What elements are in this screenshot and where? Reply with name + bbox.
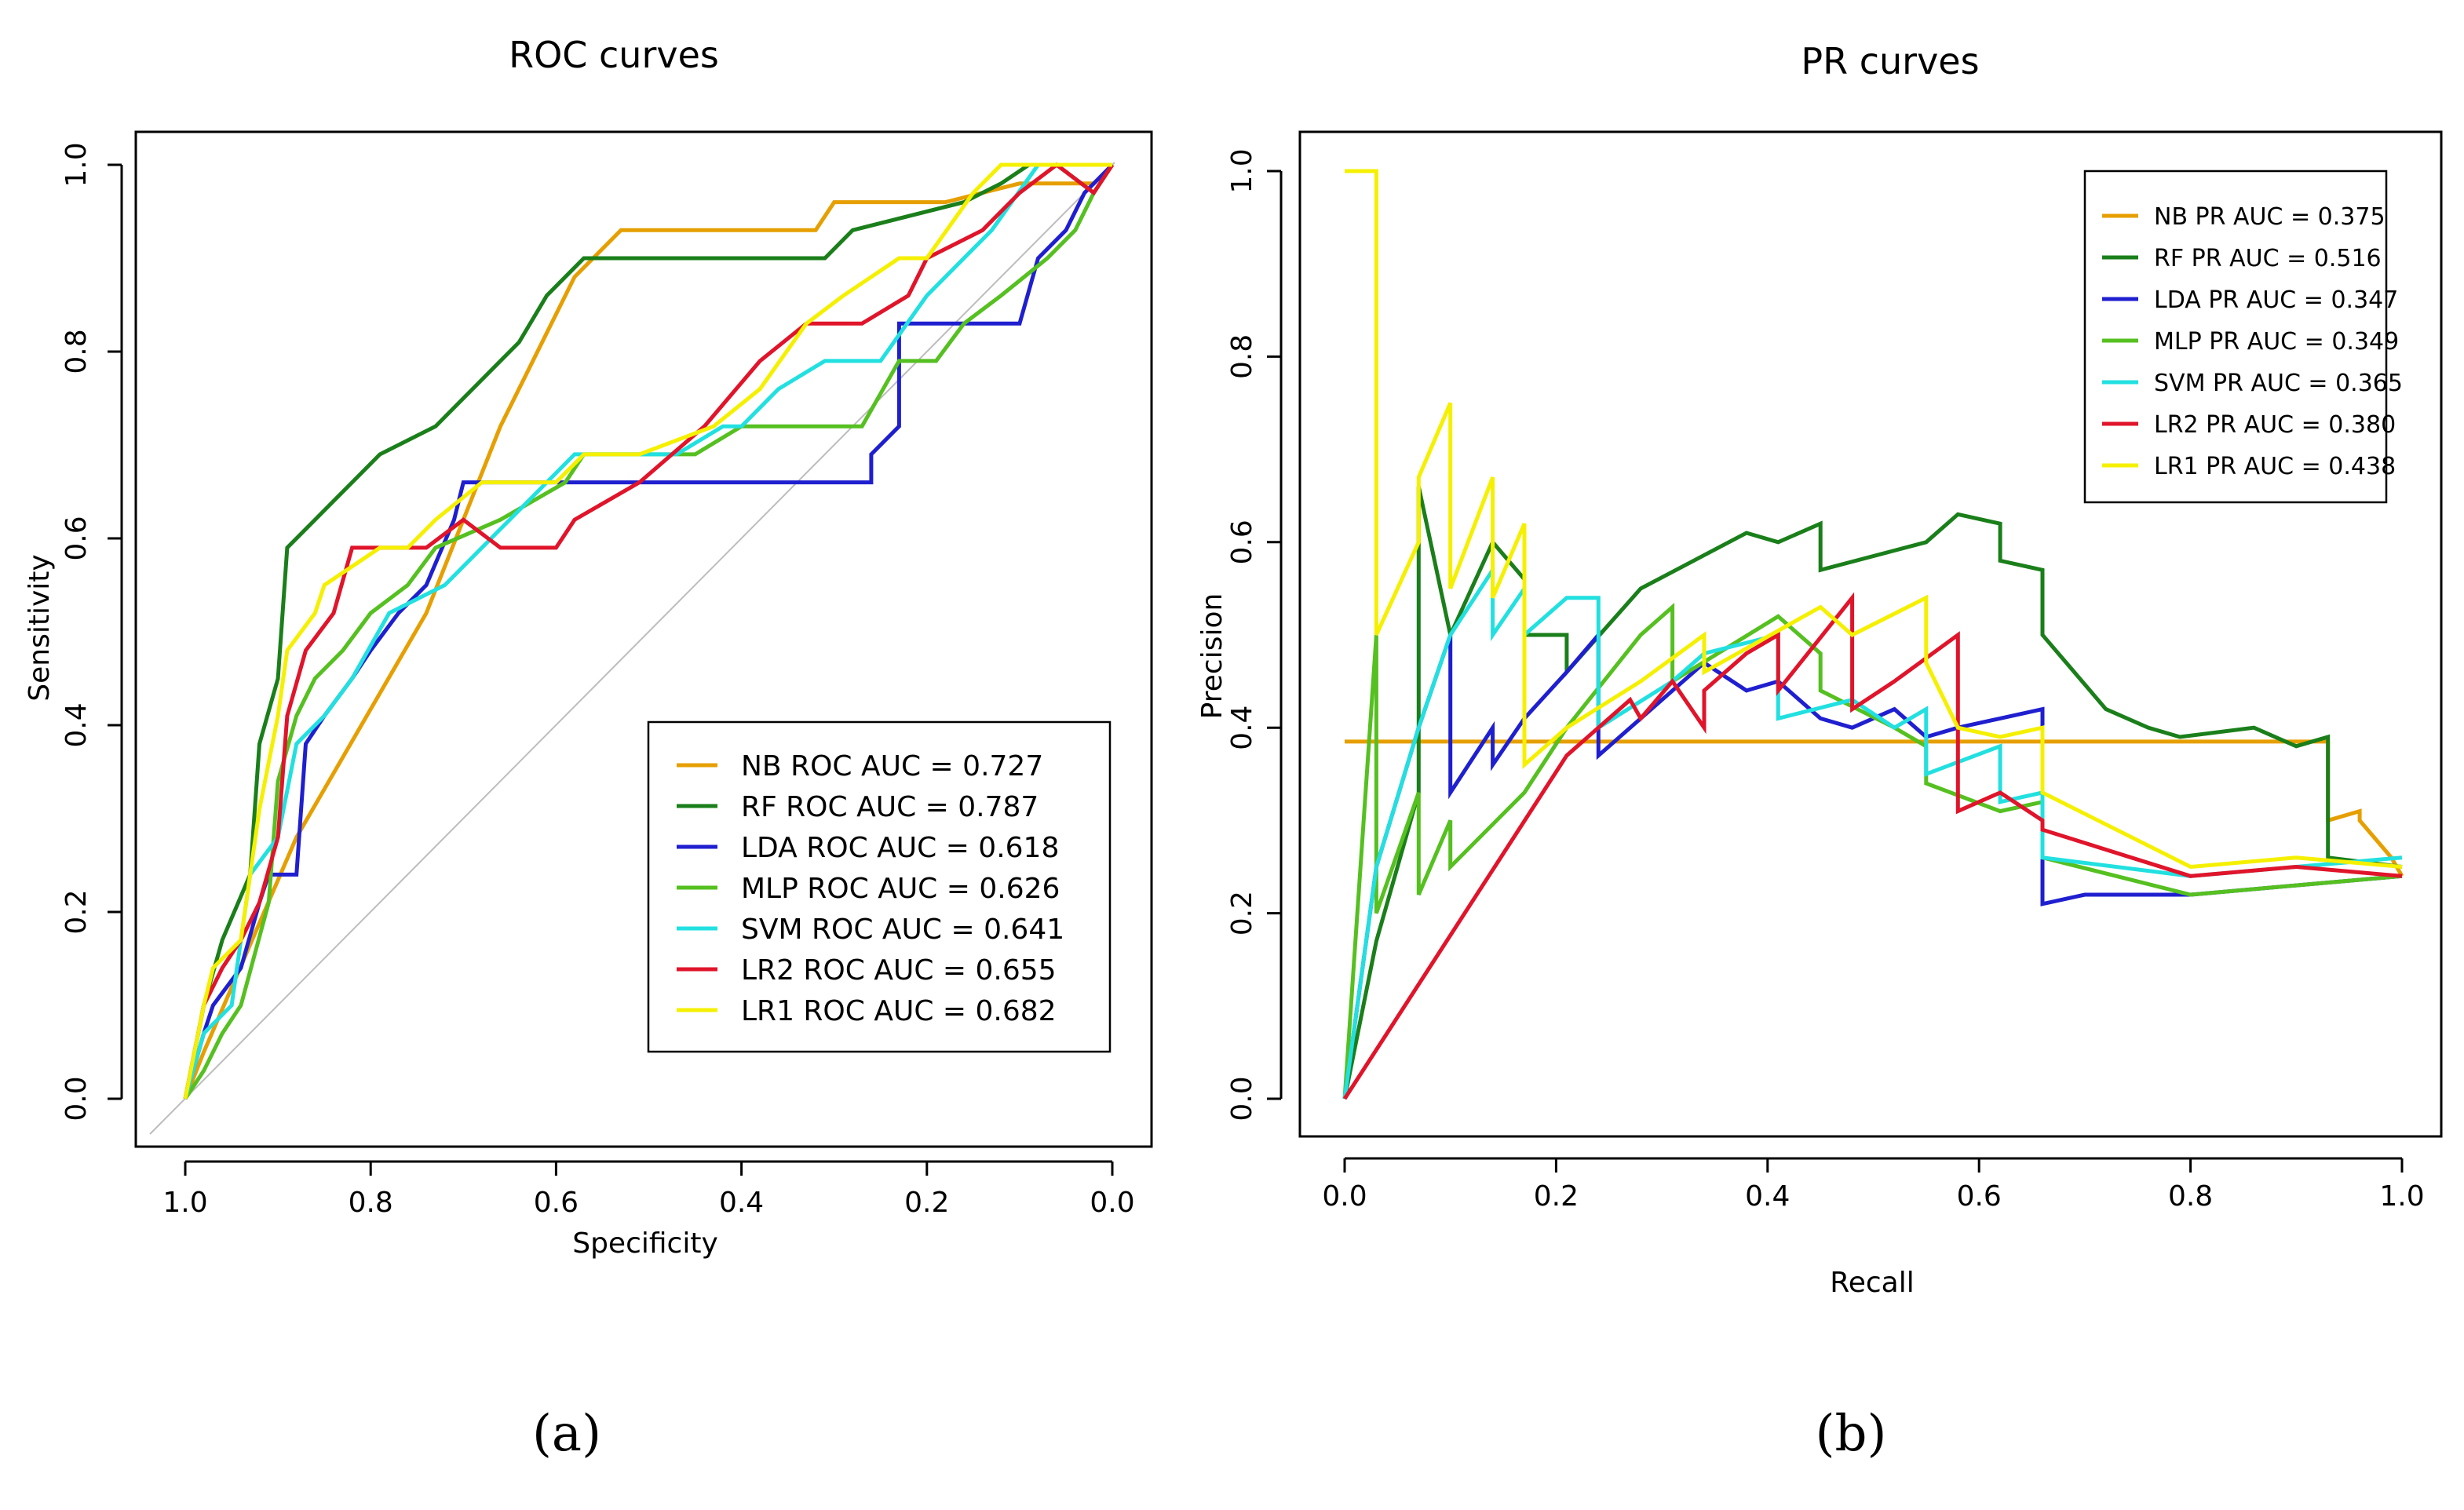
roc-series-line-nb xyxy=(183,163,1114,1100)
pr-x-axis-label: Recall xyxy=(1830,1267,1914,1299)
pr-x-tick-label: 0.0 xyxy=(1322,1180,1367,1213)
pr-legend-entry: LR1 PR AUC = 0.438 xyxy=(2154,453,2396,480)
roc-legend-entry: MLP ROC AUC = 0.626 xyxy=(741,873,1060,905)
roc-x-tick-label: 0.2 xyxy=(904,1187,949,1219)
roc-y-tick-label: 0.6 xyxy=(60,516,93,560)
roc-series-line-lr2 xyxy=(183,162,1115,1100)
roc-legend-box xyxy=(647,720,1112,1053)
pr-series-line-lda xyxy=(1342,629,2403,1100)
pr-x-tick-label: 0.2 xyxy=(1534,1180,1579,1213)
pr-legend-entry: LDA PR AUC = 0.347 xyxy=(2154,286,2398,314)
roc-y-tick-label: 0.2 xyxy=(60,889,93,934)
roc-chart: ROC curves 1.0 0.8 0.6 0.4 0.2 0.0 0.00.20.40… xyxy=(24,34,1153,1260)
pr-legend-box xyxy=(2083,170,2388,504)
pr-legend-entry: RF PR AUC = 0.516 xyxy=(2154,245,2382,272)
roc-series-group xyxy=(183,162,1115,1100)
roc-x-tick-label: 0.6 xyxy=(534,1187,579,1219)
roc-x-tick-label: 1.0 xyxy=(162,1187,207,1219)
pr-y-tick-label: 0.0 xyxy=(1226,1076,1258,1121)
pr-legend: NB PR AUC = 0.375 RF PR AUC = 0.516 LDA PR… xyxy=(2083,170,2403,504)
pr-title: PR curves xyxy=(1801,40,1979,82)
pr-y-tick-label: 0.6 xyxy=(1226,520,1258,564)
pr-chart: PR curves 0.0 0.2 0.4 0.6 0.8 1.0 0.00.20.40.… xyxy=(1196,40,2443,1299)
pr-legend-entry: MLP PR AUC = 0.349 xyxy=(2154,328,2399,356)
roc-y-axis-label: Sensitivity xyxy=(24,554,56,701)
roc-legend-entry: SVM ROC AUC = 0.641 xyxy=(741,914,1064,946)
panel-label-a: (a) xyxy=(532,1405,601,1463)
roc-x-tick-label: 0.4 xyxy=(719,1187,764,1219)
pr-series-line-rf xyxy=(1342,486,2403,1100)
roc-y-tick-label: 0.4 xyxy=(60,702,93,747)
pr-legend-entry: NB PR AUC = 0.375 xyxy=(2154,203,2386,231)
roc-x-axis-label: Specificity xyxy=(572,1227,718,1260)
pr-series-group xyxy=(1342,169,2404,1100)
roc-x-tick-label: 0.8 xyxy=(349,1187,393,1219)
pr-x-tick-label: 0.8 xyxy=(2168,1180,2213,1213)
pr-y-tick-label: 0.2 xyxy=(1226,891,1258,936)
roc-title: ROC curves xyxy=(509,34,719,76)
roc-series-line-rf xyxy=(183,162,1115,1100)
pr-y-axis-label: Precision xyxy=(1196,593,1228,720)
pr-series-line-lr2 xyxy=(1342,592,2403,1100)
pr-x-ticks: 0.0 0.2 0.4 0.6 0.8 1.0 xyxy=(1322,1157,2425,1213)
roc-legend-entry: NB ROC AUC = 0.727 xyxy=(741,750,1043,782)
roc-legend-entry: LR1 ROC AUC = 0.682 xyxy=(741,995,1057,1027)
roc-series-line-mlp xyxy=(183,163,1115,1100)
roc-legend-entry: LR2 ROC AUC = 0.655 xyxy=(741,954,1057,987)
pr-x-tick-label: 0.6 xyxy=(1957,1180,2002,1213)
roc-x-ticks: 1.0 0.8 0.6 0.4 0.2 0.0 xyxy=(162,1162,1135,1219)
pr-plot-frame xyxy=(1298,130,2443,1138)
roc-y-tick-label: 0.8 xyxy=(60,329,93,374)
pr-y-tick-label: 1.0 xyxy=(1226,148,1258,193)
roc-y-ticks: 0.0 0.2 0.4 0.6 0.8 1.0 xyxy=(60,142,122,1122)
pr-y-ticks: 0.0 0.2 0.4 0.6 0.8 1.0 xyxy=(1226,148,1283,1122)
roc-series-line-lr1 xyxy=(183,162,1112,1100)
roc-legend: NB ROC AUC = 0.727 RF ROC AUC = 0.787 LDA … xyxy=(647,720,1112,1053)
roc-x-tick-label: 0.0 xyxy=(1090,1187,1134,1219)
pr-y-tick-label: 0.4 xyxy=(1226,706,1258,750)
pr-legend-entry: LR2 PR AUC = 0.380 xyxy=(2154,411,2396,439)
pr-series-line-lr1 xyxy=(1345,169,2403,870)
pr-legend-entry: SVM PR AUC = 0.365 xyxy=(2154,370,2403,397)
pr-x-tick-label: 0.4 xyxy=(1745,1180,1790,1213)
pr-y-tick-label: 0.8 xyxy=(1226,334,1258,379)
roc-legend-entry: RF ROC AUC = 0.787 xyxy=(741,791,1039,823)
pr-x-tick-label: 1.0 xyxy=(2379,1180,2424,1213)
roc-legend-entry: LDA ROC AUC = 0.618 xyxy=(741,832,1059,864)
roc-y-tick-label: 1.0 xyxy=(60,142,93,187)
panel-label-b: (b) xyxy=(1816,1405,1887,1463)
roc-plot-frame xyxy=(134,130,1153,1148)
roc-y-tick-label: 0.0 xyxy=(60,1076,93,1121)
